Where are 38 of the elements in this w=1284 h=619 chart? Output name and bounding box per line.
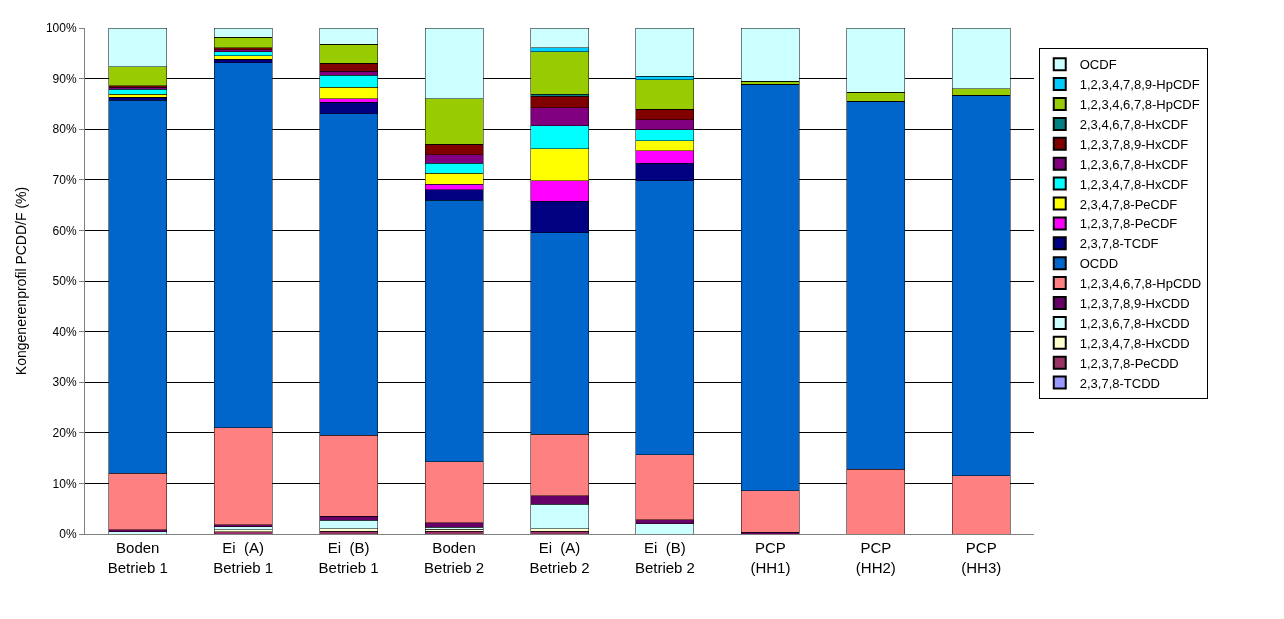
y-tick-label: 50% bbox=[52, 274, 77, 289]
legend-label: 1,2,3,4,6,7,8-HpCDF bbox=[1079, 97, 1200, 113]
y-tick-label: 0% bbox=[59, 527, 77, 542]
y-axis-title: Kongenerenprofil PCDD/F (%) bbox=[13, 186, 30, 376]
y-tick-label: 60% bbox=[52, 223, 77, 238]
y-tick-label: 10% bbox=[52, 476, 77, 491]
legend-label: 1,2,3,4,7,8-HxCDD bbox=[1079, 335, 1190, 351]
y-tick-label: 100% bbox=[45, 21, 77, 36]
legend-label: 1,2,3,7,8-PeCDD bbox=[1079, 355, 1179, 371]
legend-label: 1,2,3,6,7,8-HxCDF bbox=[1079, 156, 1189, 172]
x-tick-label: PCP (HH1) bbox=[750, 539, 791, 576]
y-tick-label: 20% bbox=[52, 426, 77, 440]
x-tick-label: Boden Betrieb 1 bbox=[107, 539, 168, 576]
legend-label: 1,2,3,7,8-PeCDF bbox=[1079, 216, 1178, 232]
legend-label: 1,2,3,7,8,9-HxCDD bbox=[1079, 296, 1190, 312]
legend-label: 1,2,3,4,6,7,8-HpCDD bbox=[1079, 276, 1202, 292]
y-tick-label: 70% bbox=[52, 173, 77, 187]
legend-label: 2,3,4,7,8-PeCDF bbox=[1079, 196, 1178, 212]
y-tick-label: 90% bbox=[52, 71, 77, 86]
x-tick-label: PCP (HH2) bbox=[855, 539, 896, 576]
legend-label: 2,3,4,6,7,8-HxCDF bbox=[1079, 116, 1189, 132]
y-tick-label: 30% bbox=[52, 375, 77, 390]
legend-label: OCDF bbox=[1079, 57, 1117, 73]
x-tick-label: Ei (B) Betrieb 2 bbox=[634, 539, 695, 576]
legend-label: 1,2,3,4,7,8,9-HpCDF bbox=[1079, 77, 1200, 93]
legend-label: 1,2,3,7,8,9-HxCDF bbox=[1079, 136, 1189, 152]
legend-label: 2,3,7,8-TCDF bbox=[1079, 236, 1159, 252]
x-tick-label: Ei (A) Betrieb 1 bbox=[213, 539, 274, 576]
y-tick-label: 80% bbox=[52, 122, 77, 137]
legend-label: OCDD bbox=[1079, 256, 1119, 272]
x-tick-label: Ei (B) Betrieb 1 bbox=[318, 539, 379, 576]
x-tick-label: PCP (HH3) bbox=[961, 539, 1002, 576]
legend-label: 2,3,7,8-TCDD bbox=[1079, 375, 1160, 391]
legend-label: 1,2,3,6,7,8-HxCDD bbox=[1079, 315, 1190, 331]
y-tick-label: 40% bbox=[52, 324, 77, 339]
legend-label: 1,2,3,4,7,8-HxCDF bbox=[1079, 176, 1189, 192]
x-tick-label: Boden Betrieb 2 bbox=[424, 539, 485, 576]
x-tick-label: Ei (A) Betrieb 2 bbox=[529, 539, 590, 576]
